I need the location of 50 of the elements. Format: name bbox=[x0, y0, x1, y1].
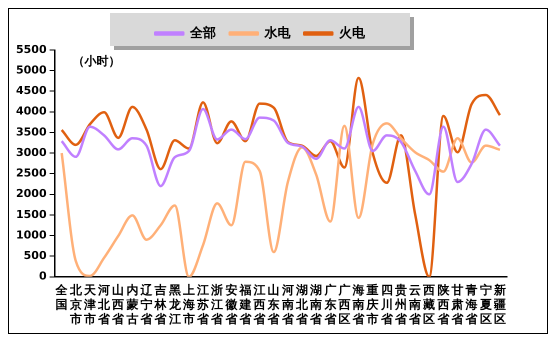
x-tick-label: 河南省 bbox=[280, 283, 295, 326]
x-tick-label: 吉林省 bbox=[154, 283, 168, 326]
x-tick-label: 黑龙江 bbox=[168, 283, 182, 326]
x-tick-label: 浙江省 bbox=[210, 283, 224, 326]
x-tick-label: 辽宁省 bbox=[140, 283, 154, 326]
y-tick-label: 1000 bbox=[16, 228, 47, 242]
x-tick-label: 内蒙古 bbox=[125, 283, 138, 326]
x-tick-label: 陕西省 bbox=[436, 283, 450, 326]
y-tick-label: 2500 bbox=[16, 166, 47, 180]
x-tick-label: 安徽省 bbox=[224, 283, 238, 326]
x-tick-label: 山西省 bbox=[111, 283, 126, 326]
y-tick-label: 4000 bbox=[16, 104, 47, 118]
legend-label: 火电 bbox=[338, 26, 366, 41]
x-tick-label: 湖北省 bbox=[295, 283, 310, 326]
x-tick-label: 湖南省 bbox=[309, 283, 324, 326]
x-tick-label: 贵州省 bbox=[394, 283, 408, 326]
y-tick-label: 1500 bbox=[16, 208, 47, 221]
y-tick-label: 0 bbox=[38, 270, 47, 283]
line-series bbox=[60, 106, 502, 196]
x-tick-label: 江西省 bbox=[252, 283, 267, 326]
x-tick-label: 海南省 bbox=[352, 283, 366, 326]
y-tick-label: 4500 bbox=[16, 84, 47, 98]
x-tick-label: 福建省 bbox=[238, 283, 252, 326]
y-tick-label: 5000 bbox=[16, 63, 47, 76]
y-tick-label: 2000 bbox=[16, 187, 47, 200]
x-tick-label: 天津市 bbox=[82, 283, 97, 326]
x-tick-label: 青海省 bbox=[464, 283, 479, 326]
x-tick-label: 四川省 bbox=[380, 283, 394, 326]
y-tick-label: 3000 bbox=[16, 146, 47, 159]
x-tick-label: 重庆市 bbox=[366, 283, 379, 326]
legend-label: 全部 bbox=[188, 24, 216, 41]
x-tick-label: 河北省 bbox=[97, 283, 112, 326]
x-tick-label: 山东省 bbox=[266, 283, 281, 326]
legend-label: 水电 bbox=[263, 26, 292, 41]
x-tick-label: 上海市 bbox=[182, 283, 195, 326]
x-tick-label: 北京市 bbox=[68, 283, 83, 326]
x-tick-label: 西藏区 bbox=[422, 283, 436, 326]
y-tick-label: 5500 bbox=[16, 42, 47, 56]
x-tick-label: 广西区 bbox=[337, 283, 350, 326]
x-tick-label: 全国 bbox=[54, 283, 69, 312]
y-axis-title: （小时） bbox=[72, 54, 121, 68]
x-tick-label: 云南省 bbox=[408, 283, 422, 326]
line-series bbox=[60, 122, 502, 277]
x-tick-label: 江苏省 bbox=[196, 283, 210, 326]
x-tick-label: 新疆区 bbox=[492, 283, 506, 326]
x-tick-label: 甘肃省 bbox=[450, 283, 465, 326]
x-tick-label: 广东省 bbox=[323, 283, 338, 326]
y-tick-label: 3500 bbox=[16, 125, 47, 138]
y-tick-label: 500 bbox=[24, 249, 47, 262]
x-tick-label: 宁夏区 bbox=[478, 283, 492, 326]
